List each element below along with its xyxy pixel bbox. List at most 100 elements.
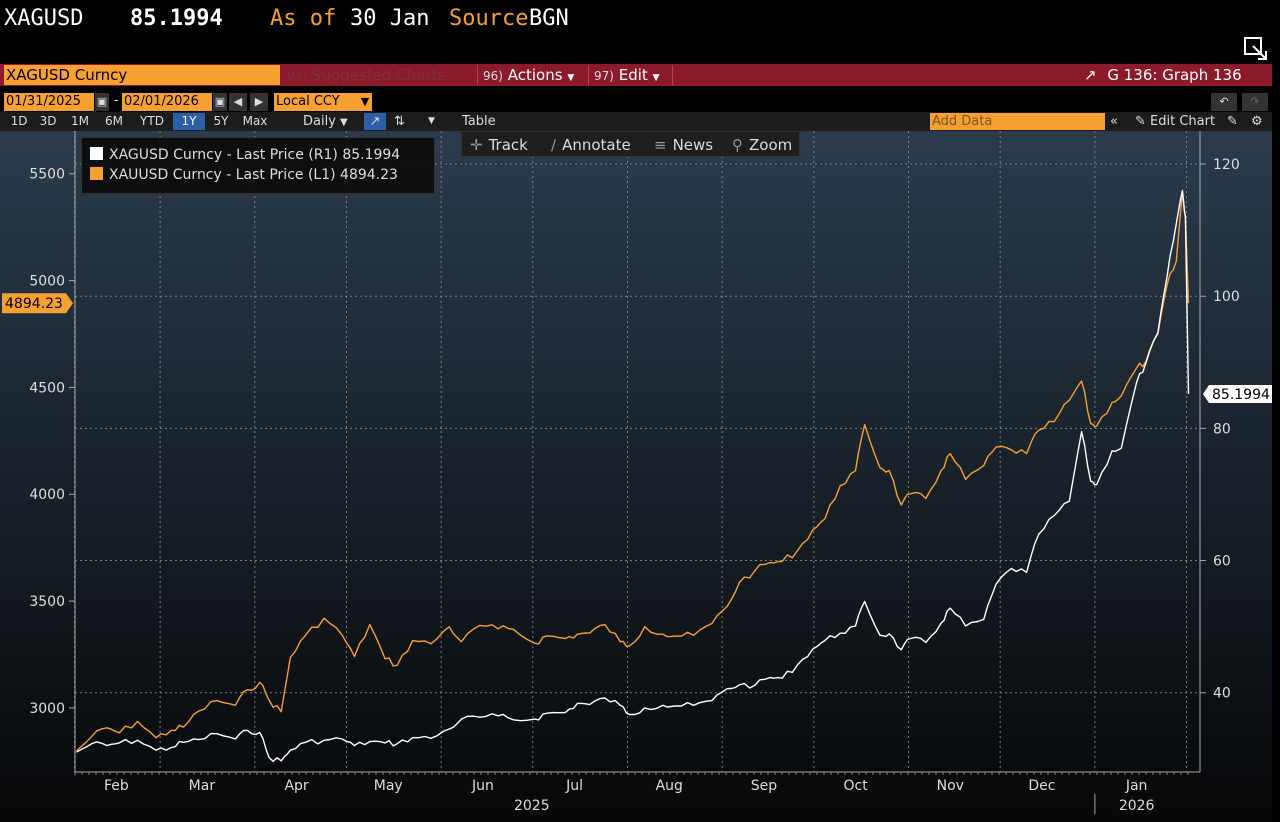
legend-entry-gold[interactable]: XAUUSD Curncy - Last Price (L1) 4894.23 [90,165,434,185]
suggested-charts-number: 94) [287,69,307,83]
collapse-icon[interactable]: « [1110,114,1118,129]
range-button-max[interactable]: Max [242,114,268,128]
left-tick-label: 5000 [29,274,65,290]
legend-swatch-silver [90,147,103,160]
bar-chart-icon[interactable]: ⇅ [394,114,405,129]
range-button-6m[interactable]: 6M [105,114,123,128]
actions-menu[interactable]: 96) Actions ▼ [483,65,574,85]
table-button[interactable]: Table [462,114,496,129]
range-button-ytd[interactable]: YTD [140,114,164,128]
ticker-symbol: XAGUSD [4,6,84,31]
calendar-icon[interactable]: ▣ [95,93,109,111]
menu-bar [0,64,1272,86]
crosshair-icon: ✛ [470,136,483,154]
x-tick-label: Apr [284,778,308,794]
axes [69,131,1206,775]
x-tick-label: Jun [471,778,494,794]
legend[interactable]: XAGUSD Curncy - Last Price (R1) 85.1994 … [81,137,435,194]
graph-name[interactable]: ↗ G 136: Graph 136 [1084,65,1242,85]
currency-select[interactable]: Local CCY [274,93,372,111]
as-of-label: As of [270,6,337,31]
redo-icon[interactable]: ↷ [1242,93,1268,111]
track-tool[interactable]: ✛ Track [470,136,528,154]
suggested-charts-menu[interactable]: 94) Suggested Charts [287,65,445,85]
x-tick-label: Jul [565,778,583,794]
silver-last-value-tag [1203,385,1272,404]
zoom-label: Zoom [749,136,793,154]
legend-entry-silver[interactable]: XAGUSD Curncy - Last Price (R1) 85.1994 [90,145,434,165]
left-tick-label: 4000 [29,487,65,503]
suggested-charts-label: Suggested Charts [311,66,446,84]
x-tick-label: Feb [104,778,129,794]
chevron-down-icon: ▼ [652,73,660,83]
range-button-3d[interactable]: 3D [39,114,57,128]
track-label: Track [488,136,528,154]
right-tick-label: 40 [1213,686,1231,702]
range-button-5y[interactable]: 5Y [213,114,229,128]
edit-chart-button[interactable]: ✎ Edit Chart [1135,113,1215,130]
menu-divider [672,65,673,85]
plot-background [0,131,1272,822]
header: XAGUSD 85.1994 As of 30 Jan Source BGN [0,0,1280,40]
frequency-select[interactable]: Daily ▼ [303,113,348,130]
annotate-label: Annotate [562,136,631,154]
news-label: News [672,136,714,154]
x-tick-label: Jan [1125,778,1148,794]
chevron-right-icon[interactable]: ▶ [250,93,268,111]
right-tick-label: 120 [1213,157,1240,173]
calendar-icon[interactable]: ▣ [213,93,227,111]
zoom-tool[interactable]: ⚲ Zoom [732,136,792,154]
year-label: 2025 [514,798,550,814]
range-button-1d[interactable]: 1D [10,114,28,128]
edit-chart-label: Edit Chart [1150,114,1216,129]
source-label: Source [449,6,529,31]
axis-labels: 3000 3500 4000 4500 5000 5500 40 60 80 100 120 Feb M… [2,157,1272,814]
right-tick-label: 100 [1213,289,1240,305]
range-button-1y[interactable]: 1Y [173,113,205,130]
news-tool[interactable]: ≡ News [654,136,713,154]
chevron-down-icon[interactable]: ▼ [358,93,372,111]
menu-divider [588,65,589,85]
gold-last-value: 4894.23 [5,296,63,312]
undo-icon[interactable]: ↶ [1211,93,1237,111]
actions-label: Actions [507,66,563,84]
pencil-icon: ✎ [1135,114,1146,129]
expand-icon[interactable] [1243,36,1269,62]
annotate-tool[interactable]: ∕ Annotate [551,136,631,154]
gold-price-line [76,192,1190,752]
chevron-left-icon[interactable]: ◀ [229,93,247,111]
add-data-field[interactable]: Add Data [930,113,1105,130]
gear-icon[interactable]: ⚙ [1251,114,1263,129]
menu-divider [477,65,478,85]
currency-value: Local CCY [276,94,340,109]
start-date-field[interactable]: 01/31/2025 [4,93,94,111]
right-tick-label: 80 [1213,421,1231,437]
year-label: 2026 [1119,798,1155,814]
security-field[interactable]: XAGUSD Curncy [4,65,280,85]
x-tick-label: Sep [751,778,778,794]
actions-number: 96) [483,69,503,83]
silver-last-value: 85.1994 [1212,387,1270,403]
legend-label-silver: XAGUSD Curncy - Last Price (R1) 85.1994 [109,147,401,163]
silver-price-line [76,189,1190,762]
left-tick-label: 3000 [29,701,65,717]
chevron-down-icon[interactable]: ▼ [428,116,435,126]
annotate-icon: ∕ [551,136,557,154]
edit-icon[interactable]: ✎ [1227,114,1238,129]
chevron-down-icon: ▼ [340,117,348,128]
legend-swatch-gold [90,167,103,180]
range-button-1m[interactable]: 1M [71,114,89,128]
frequency-value: Daily [303,114,336,129]
chart-toolbar: ✛ Track ∕ Annotate ≡ News ⚲ Zoom [461,131,800,157]
line-chart-icon[interactable]: ↗ [364,113,386,130]
source-value: BGN [529,6,569,31]
edit-menu[interactable]: 97) Edit ▼ [594,65,660,85]
graph-label: G 136: Graph 136 [1107,66,1242,84]
legend-label-gold: XAUUSD Curncy - Last Price (L1) 4894.23 [109,167,398,183]
end-date-field[interactable]: 02/01/2026 [122,93,212,111]
edit-number: 97) [594,69,614,83]
x-tick-label: Oct [844,778,869,794]
as-of-value: 30 Jan [350,6,430,31]
search-icon: ⚲ [732,136,743,154]
price-chart[interactable]: 3000 3500 4000 4500 5000 5500 40 60 80 100 120 Feb M… [0,131,1272,822]
